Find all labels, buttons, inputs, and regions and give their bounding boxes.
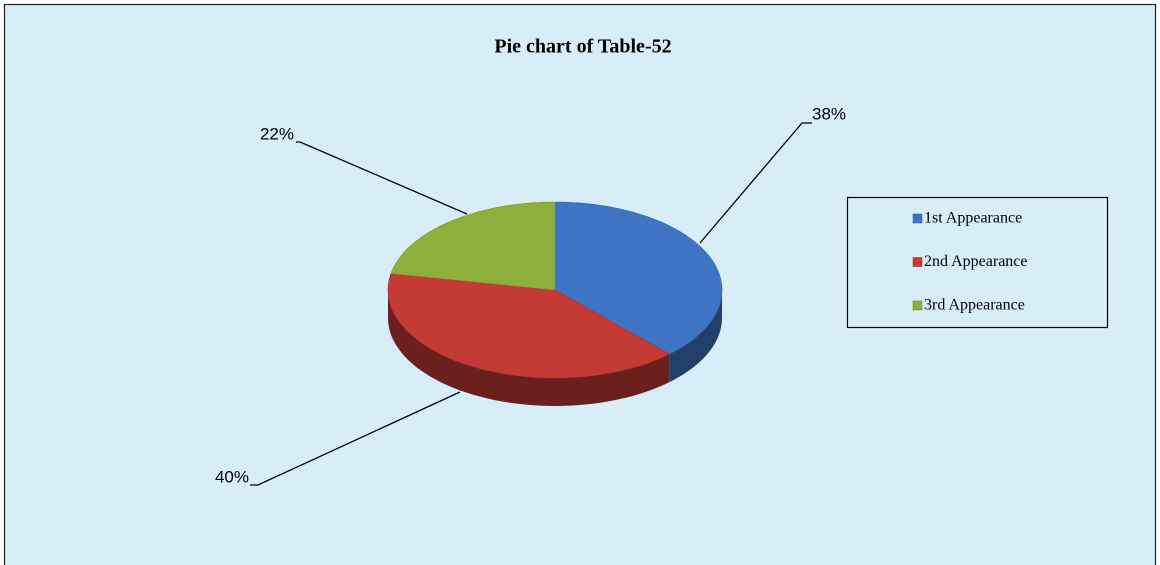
legend-swatch: [912, 213, 923, 224]
pie-slice: [390, 201, 556, 291]
data-label: 38%: [812, 104, 846, 123]
legend-swatch: [912, 257, 923, 267]
leader-line: [296, 141, 468, 215]
pie-slice-side: [669, 290, 722, 383]
pie-slice: [387, 273, 670, 379]
leader-line: [250, 391, 461, 486]
legend-swatch: [912, 300, 923, 311]
data-label: 22%: [260, 124, 294, 143]
leader-line: [699, 122, 812, 244]
legend-box: [846, 196, 1109, 329]
pie-slice-side: [388, 290, 670, 406]
chart-title: Pie chart of Table-52: [494, 36, 671, 58]
pie-slice: [554, 201, 723, 355]
data-label: 40%: [215, 467, 249, 486]
legend-label: 3rd Appearance: [924, 297, 1025, 314]
pie: [387, 201, 723, 406]
legend-label: 1st Appearance: [924, 210, 1022, 227]
legend-label: 2nd Appearance: [924, 253, 1028, 270]
